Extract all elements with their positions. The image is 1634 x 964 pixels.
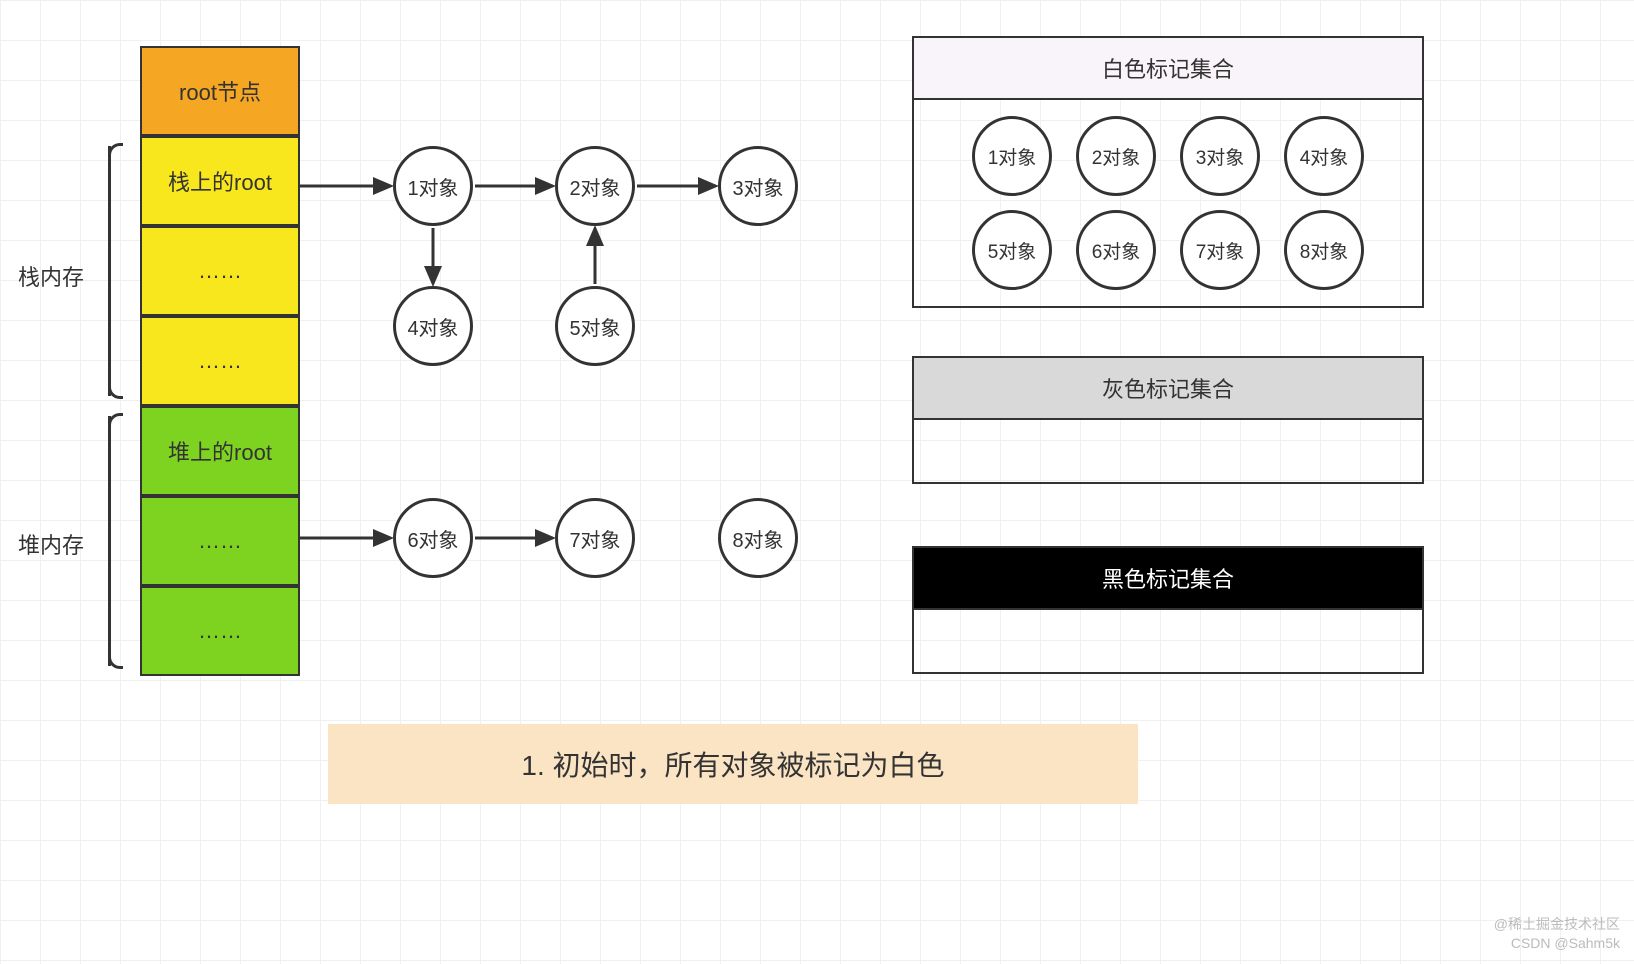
heap-row-label: ……	[198, 618, 242, 644]
graph-node-n1: 1对象	[393, 146, 473, 226]
heap-row-label: 堆上的root	[168, 435, 272, 467]
black-set-header: 黑色标记集合	[914, 548, 1422, 610]
gray-set-title: 灰色标记集合	[1102, 377, 1234, 402]
graph-node-n2: 2对象	[555, 146, 635, 226]
watermark-line2: CSDN @Sahm5k	[1494, 934, 1620, 954]
heap-row-1: ……	[140, 496, 300, 586]
stack-row-0: 栈上的root	[140, 136, 300, 226]
graph-node-n6: 6对象	[393, 498, 473, 578]
white-set-title: 白色标记集合	[1102, 57, 1234, 82]
gray-set-box: 灰色标记集合	[912, 356, 1424, 484]
graph-node-n8: 8对象	[718, 498, 798, 578]
stack-row-label: ……	[198, 258, 242, 284]
black-set-title: 黑色标记集合	[1102, 567, 1234, 592]
white-set-box: 白色标记集合 1对象 2对象 3对象 4对象 5对象 6对象 7对象 8对象	[912, 36, 1424, 308]
heap-row-label: ……	[198, 528, 242, 554]
set-item: 3对象	[1180, 116, 1260, 196]
black-set-box: 黑色标记集合	[912, 546, 1424, 674]
watermark-line1: @稀土掘金技术社区	[1494, 915, 1620, 935]
heap-row-2: ……	[140, 586, 300, 676]
set-item: 7对象	[1180, 210, 1260, 290]
stack-row-1: ……	[140, 226, 300, 316]
set-item: 8对象	[1284, 210, 1364, 290]
caption-box: 1. 初始时，所有对象被标记为白色	[328, 724, 1138, 804]
watermark: @稀土掘金技术社区 CSDN @Sahm5k	[1494, 915, 1620, 954]
graph-node-n3: 3对象	[718, 146, 798, 226]
gray-set-header: 灰色标记集合	[914, 358, 1422, 420]
set-item: 4对象	[1284, 116, 1364, 196]
stack-brace	[108, 146, 132, 396]
heap-row-0: 堆上的root	[140, 406, 300, 496]
stack-row-label: ……	[198, 348, 242, 374]
stack-row-label: 栈上的root	[168, 165, 272, 197]
set-item: 5对象	[972, 210, 1052, 290]
graph-node-n7: 7对象	[555, 498, 635, 578]
graph-node-n4: 4对象	[393, 286, 473, 366]
stack-side-label: 栈内存	[18, 260, 84, 292]
caption-text: 1. 初始时，所有对象被标记为白色	[521, 750, 944, 781]
set-item: 2对象	[1076, 116, 1156, 196]
root-cell: root节点	[140, 46, 300, 136]
gray-set-body	[914, 420, 1422, 482]
stack-row-2: ……	[140, 316, 300, 406]
heap-brace	[108, 416, 132, 666]
white-set-header: 白色标记集合	[914, 38, 1422, 100]
graph-node-n5: 5对象	[555, 286, 635, 366]
heap-side-label: 堆内存	[18, 528, 84, 560]
root-cell-label: root节点	[179, 75, 261, 107]
black-set-body	[914, 610, 1422, 672]
white-set-body: 1对象 2对象 3对象 4对象 5对象 6对象 7对象 8对象	[914, 100, 1422, 306]
set-item: 6对象	[1076, 210, 1156, 290]
set-item: 1对象	[972, 116, 1052, 196]
